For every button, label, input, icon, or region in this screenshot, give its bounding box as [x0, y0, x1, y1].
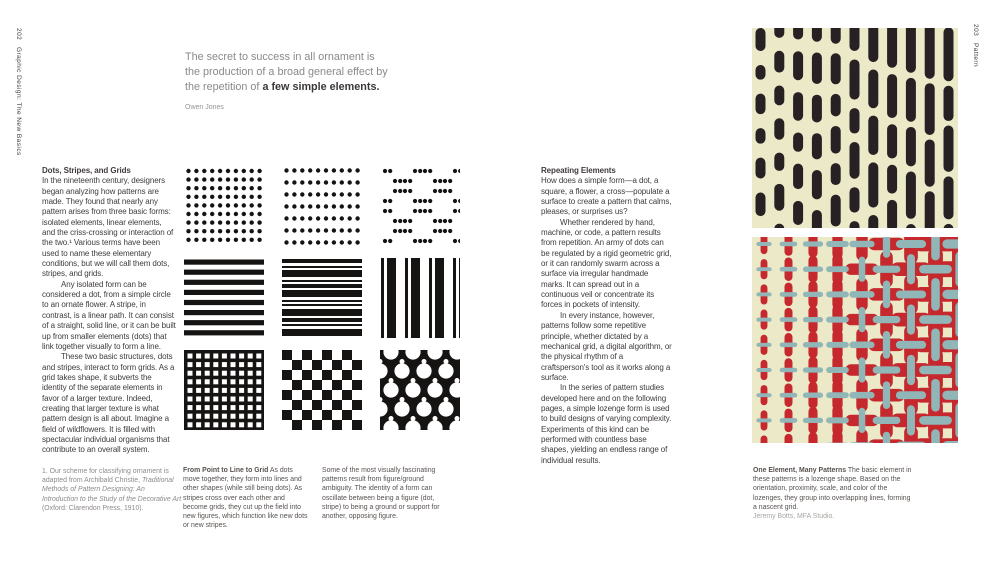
article-paragraph: In the series of pattern studies develop… — [541, 383, 672, 465]
caption-text: As dots move together, they form into li… — [183, 467, 308, 530]
spine-text-left: 202 Graphic Design: The New Basics — [15, 28, 22, 156]
spine-text-right: 203 Pattern — [972, 24, 979, 68]
pattern-swatch-checkerboard — [282, 350, 362, 430]
pattern-swatch-square-grid — [184, 350, 264, 430]
quote-line: the production of a broad general effect… — [185, 66, 388, 78]
caption-credit: Jeremy Botts, MFA Studio. — [753, 513, 835, 521]
pattern-swatch-stripes-mixed — [282, 258, 362, 338]
pattern-swatch-woven-lattice — [380, 350, 460, 430]
article-repeating-elements: Repeating Elements How does a simple for… — [541, 166, 672, 466]
quote-line: the repetition of — [185, 81, 263, 93]
pattern-swatch-pill-columns — [752, 28, 958, 228]
article-paragraph: These two basic structures, dots and str… — [42, 352, 175, 455]
pattern-swatch-dot-grid — [184, 166, 264, 246]
article-paragraph: Any isolated form can be considered a do… — [42, 279, 176, 351]
caption-lead: One Element, Many Patterns — [753, 467, 847, 474]
quote-line: The secret to success in all ornament is — [185, 51, 375, 63]
article-dots-stripes-grids: Dots, Stripes, and Grids In the nineteen… — [42, 166, 176, 456]
pattern-swatch-lozenge-crosses — [752, 237, 958, 443]
caption-one-element-many-patterns: One Element, Many Patterns The basic ele… — [753, 466, 913, 521]
pattern-swatch-stripes-vertical — [380, 258, 460, 338]
footnote: 1. Our scheme for classifying ornament i… — [42, 467, 182, 513]
article-paragraph: How does a simple form—a dot, a square, … — [541, 176, 672, 217]
caption-figure-ground: Some of the most visually fascinating pa… — [322, 466, 448, 521]
article-paragraph: In every instance, however, patterns fol… — [541, 310, 672, 382]
pattern-swatch-dot-rows — [282, 166, 362, 246]
quote-attribution: Owen Jones — [185, 104, 224, 111]
article-title: Repeating Elements — [541, 166, 616, 175]
caption-text: Some of the most visually fascinating pa… — [322, 467, 440, 521]
pattern-swatch-dot-clusters — [380, 166, 460, 246]
pattern-grid — [184, 166, 460, 430]
pattern-swatch-stripes-horizontal — [184, 258, 264, 338]
caption-text: The basic element in these patterns is a… — [753, 467, 912, 511]
pull-quote: The secret to success in all ornament is… — [185, 50, 425, 115]
quote-emphasis: a few simple elements. — [262, 81, 380, 93]
footnote-text: (Oxford: Clarendon Press, 1910). — [42, 504, 144, 512]
caption-lead: From Point to Line to Grid — [183, 467, 269, 474]
article-paragraph: In the nineteenth century, designers beg… — [42, 176, 174, 279]
article-paragraph: Whether rendered by hand, machine, or co… — [541, 217, 672, 310]
footnote-book-title: Traditional Methods of Pattern Designing… — [42, 477, 182, 503]
article-title: Dots, Stripes, and Grids — [42, 166, 131, 175]
caption-point-line-grid: From Point to Line to Grid As dots move … — [183, 466, 311, 530]
footnote-text: 1. Our scheme for classifying ornament i… — [42, 468, 169, 485]
